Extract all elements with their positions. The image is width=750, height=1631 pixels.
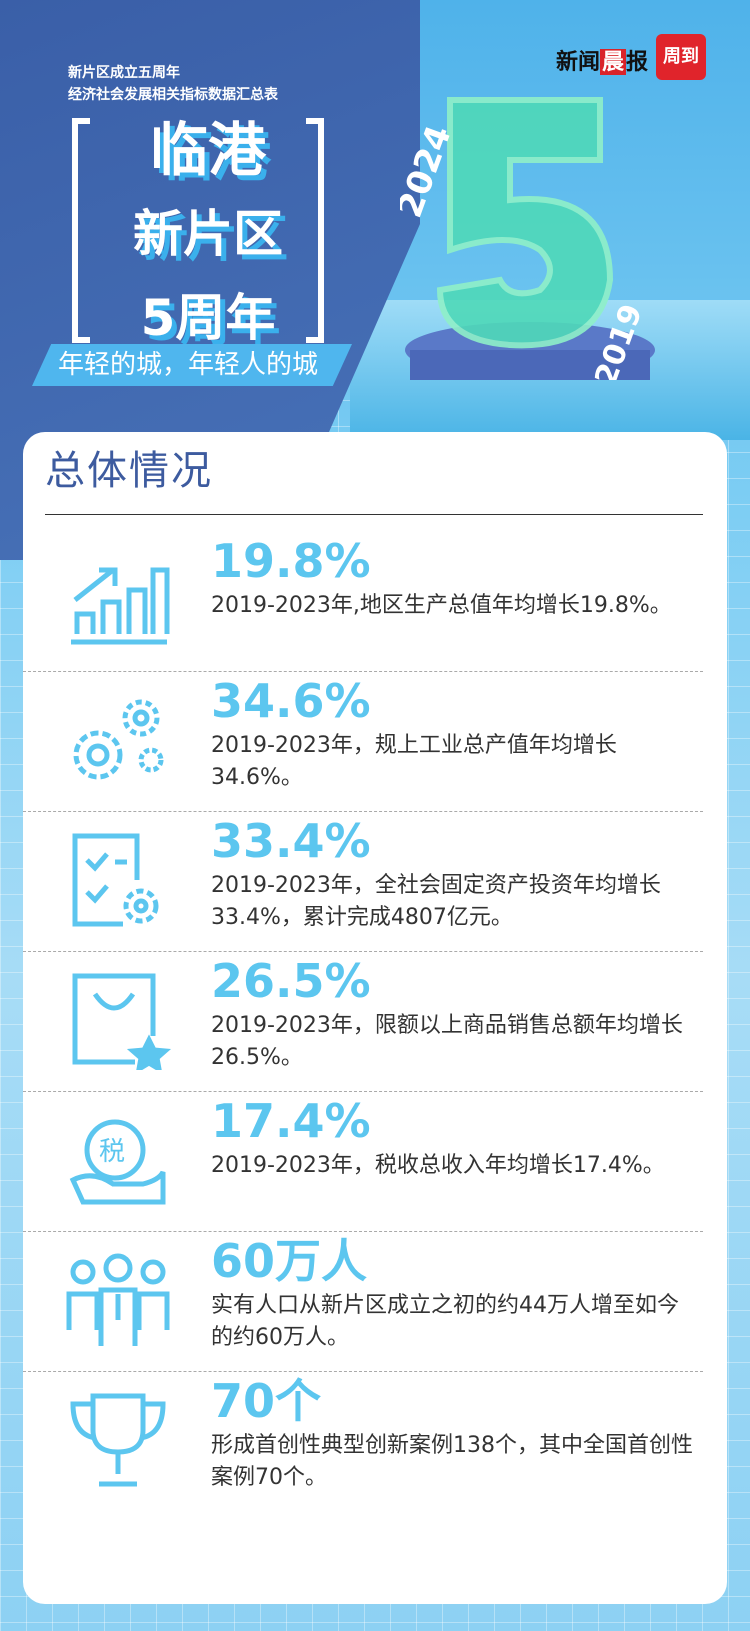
stat-value: 19.8%: [211, 534, 371, 588]
stat-item-tax: 税 17.4% 2019-2023年，税收总收入年均增长17.4%。: [23, 1092, 703, 1232]
stat-item-industry: 34.6% 2019-2023年，规上工业总产值年均增长34.6%。: [23, 672, 703, 812]
stat-value: 34.6%: [211, 674, 371, 728]
slogan-banner: 年轻的城，年轻人的城: [32, 344, 352, 386]
main-title: 临港 新片区 5周年: [108, 108, 308, 360]
zhoudao-logo: 周到: [656, 34, 706, 80]
header-subtitle: 新片区成立五周年 经济社会发展相关指标数据汇总表: [68, 62, 278, 106]
stat-value: 33.4%: [211, 814, 371, 868]
stat-description: 2019-2023年，限额以上商品销售总额年均增长26.5%。: [211, 1013, 683, 1070]
subtitle-line1: 新片区成立五周年: [68, 65, 180, 81]
left-bracket: [72, 118, 90, 343]
tax-hand-icon: 税: [69, 1119, 166, 1205]
anniversary-5-graphic: 2024 2019: [400, 97, 655, 380]
stat-description: 2019-2023年，规上工业总产值年均增长34.6%。: [211, 733, 617, 790]
stat-description: 2019-2023年，全社会固定资产投资年均增长33.4%，累计完成4807亿元…: [211, 873, 661, 930]
overview-card: 总体情况 19.8% 2019-2023年,地区生产总值年均增长19.8%。 3…: [23, 432, 727, 1604]
title-line1: 临港: [149, 116, 266, 184]
stat-item-gdp: 19.8% 2019-2023年,地区生产总值年均增长19.8%。: [23, 532, 703, 672]
title-divider: [45, 514, 703, 515]
stat-item-sales: 26.5% 2019-2023年，限额以上商品销售总额年均增长26.5%。: [23, 952, 703, 1092]
section-title: 总体情况: [45, 448, 213, 494]
checklist-gear-icon: [72, 833, 159, 927]
stat-value: 17.4%: [211, 1094, 371, 1148]
title-line2: 新片区: [133, 205, 283, 263]
stat-value: 26.5%: [211, 954, 371, 1008]
stat-item-population: 60万人 实有人口从新片区成立之初的约44万人增至如今的约60万人。: [23, 1232, 703, 1372]
title-line3: 5周年: [140, 289, 276, 347]
stat-value: 60万人: [211, 1234, 368, 1288]
people-icon: [66, 1253, 170, 1346]
tax-character: 税: [99, 1137, 125, 1167]
trophy-icon: [70, 1393, 166, 1487]
stat-description: 形成首创性典型创新案例138个，其中全国首创性案例70个。: [211, 1433, 693, 1490]
stat-item-innovation: 70个 形成首创性典型创新案例138个，其中全国首创性案例70个。: [23, 1372, 703, 1512]
xinwen-chenbao-logo: 新闻晨报: [556, 49, 649, 75]
stat-item-investment: 33.4% 2019-2023年，全社会固定资产投资年均增长33.4%，累计完成…: [23, 812, 703, 952]
right-bracket: [306, 118, 324, 343]
stat-description: 实有人口从新片区成立之初的约44万人增至如今的约60万人。: [211, 1293, 679, 1350]
gears-icon: [73, 699, 164, 780]
growth-chart-icon: [71, 567, 170, 645]
stat-description: 2019-2023年，税收总收入年均增长17.4%。: [211, 1153, 665, 1178]
subtitle-line2: 经济社会发展相关指标数据汇总表: [68, 87, 278, 103]
shopping-bag-icon: [72, 973, 172, 1070]
stat-description: 2019-2023年,地区生产总值年均增长19.8%。: [211, 593, 672, 618]
stat-value: 70个: [211, 1374, 322, 1428]
